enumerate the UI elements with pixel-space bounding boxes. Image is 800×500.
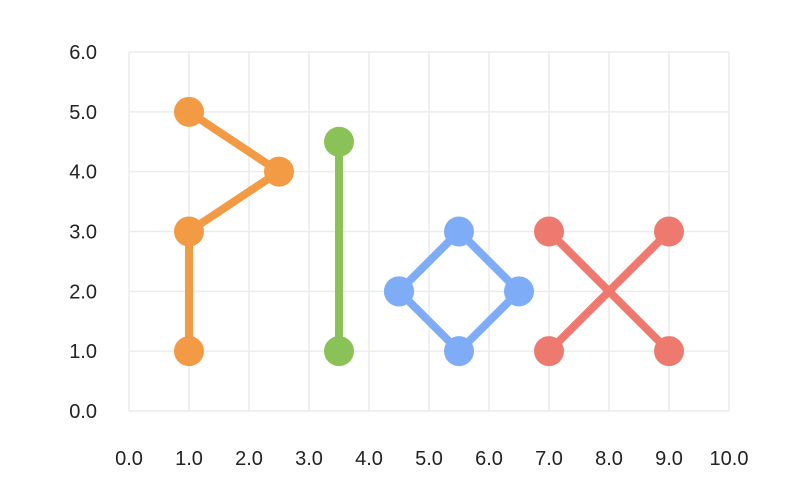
data-point (444, 336, 474, 367)
x-tick-label: 7.0 (535, 448, 563, 470)
series-2 (384, 216, 534, 367)
data-point (654, 216, 684, 247)
x-tick-label: 5.0 (415, 448, 443, 470)
x-tick-label: 3.0 (295, 448, 323, 470)
series-layer (174, 96, 684, 367)
y-tick-label: 3.0 (69, 222, 97, 244)
data-point (174, 336, 204, 367)
series-line (185, 107, 283, 356)
data-point (534, 216, 564, 247)
series-4 (534, 216, 684, 367)
data-point (534, 336, 564, 367)
x-tick-label: 6.0 (475, 448, 503, 470)
series-0 (174, 96, 294, 367)
data-point (504, 276, 534, 307)
data-point (324, 126, 354, 157)
data-point (384, 276, 414, 307)
data-point (444, 216, 474, 247)
y-tick-label: 1.0 (69, 341, 97, 363)
y-tick-label: 4.0 (69, 162, 97, 184)
x-tick-label: 2.0 (235, 448, 263, 470)
data-point (174, 216, 204, 247)
series-1 (324, 126, 354, 367)
y-tick-label: 0.0 (69, 401, 97, 423)
data-point (324, 336, 354, 367)
x-tick-label: 8.0 (595, 448, 623, 470)
grid (128, 51, 730, 412)
data-point (174, 96, 204, 127)
y-tick-label: 5.0 (69, 102, 97, 124)
y-tick-label: 2.0 (69, 281, 97, 303)
x-tick-label: 9.0 (655, 448, 683, 470)
x-tick-label: 0.0 (115, 448, 143, 470)
data-point (264, 156, 294, 187)
y-axis-ticks: 0.0 1.0 2.0 3.0 4.0 5.0 6.0 (69, 42, 97, 423)
x-tick-label: 10.0 (710, 448, 749, 470)
x-tick-label: 1.0 (175, 448, 203, 470)
y-tick-label: 6.0 (69, 42, 97, 64)
series-line (545, 227, 673, 356)
x-tick-label: 4.0 (355, 448, 383, 470)
x-axis-ticks: 0.0 1.0 2.0 3.0 4.0 5.0 6.0 7.0 8.0 9.0 10.0 (115, 448, 748, 470)
data-point (654, 336, 684, 367)
